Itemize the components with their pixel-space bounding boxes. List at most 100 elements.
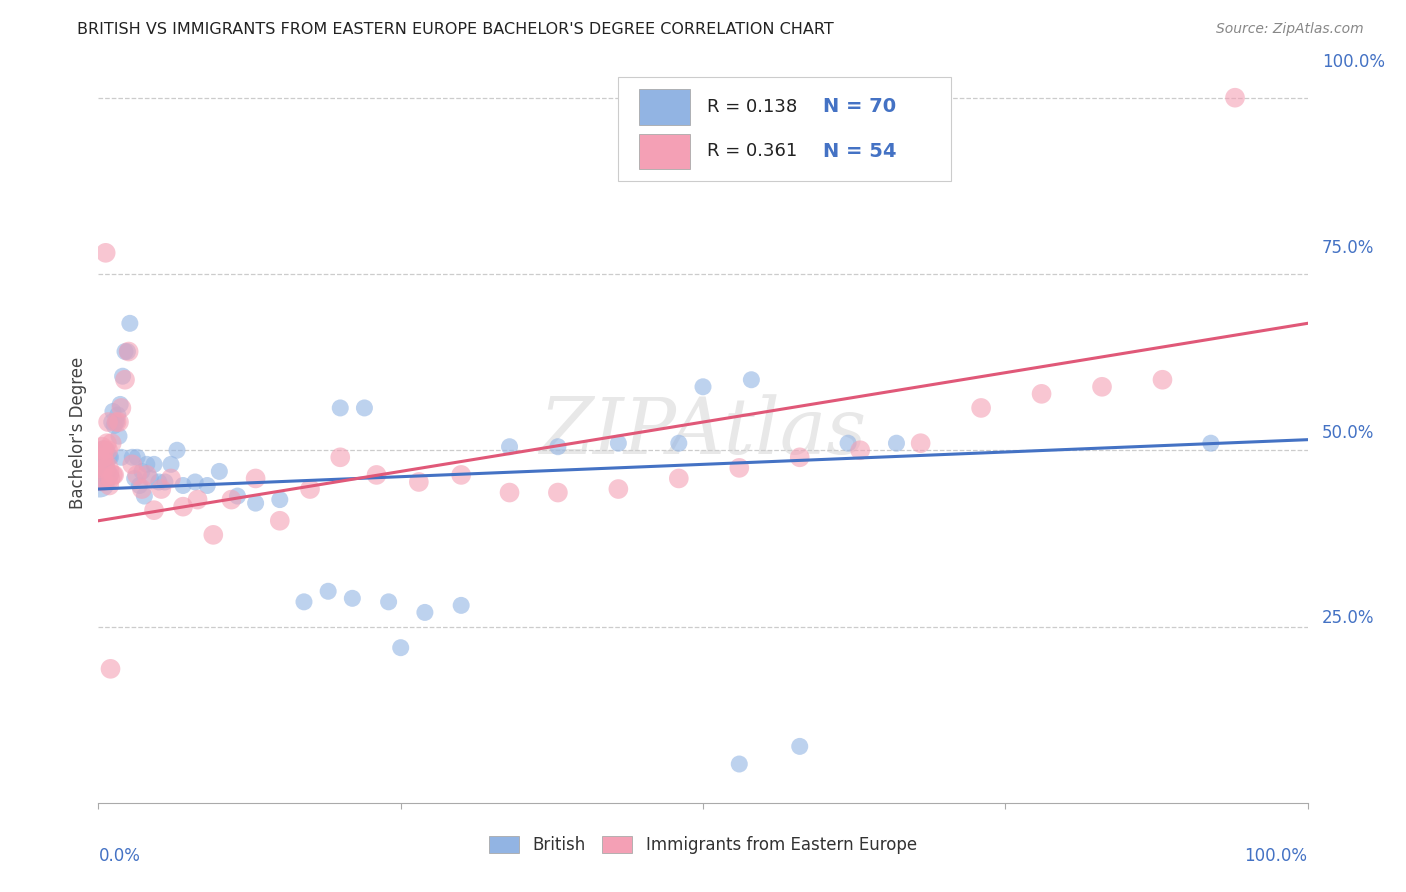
Text: 25.0%: 25.0% [1322, 608, 1375, 627]
Point [148, 475, 170, 489]
Point [103, 467, 125, 482]
Point [100, 436, 122, 450]
Point [98, 450, 121, 465]
Text: 50.0%: 50.0% [1322, 424, 1375, 442]
Point [100, 471, 122, 485]
Point [111, 369, 134, 384]
Point [94, 475, 117, 489]
Point [150, 482, 173, 496]
Point [1199, 436, 1222, 450]
Point [91, 475, 114, 489]
Point [135, 467, 157, 482]
Point [131, 464, 153, 478]
Point [131, 482, 153, 496]
Point [94, 461, 117, 475]
Point [117, 344, 139, 359]
Point [450, 467, 472, 482]
Point [160, 471, 183, 485]
Point [108, 415, 131, 429]
Text: 0.0%: 0.0% [98, 847, 141, 865]
Point [127, 450, 149, 465]
Point [128, 478, 150, 492]
Point [413, 606, 436, 620]
Point [135, 458, 157, 472]
Point [245, 471, 267, 485]
Point [105, 415, 128, 429]
Point [101, 467, 124, 482]
Point [94, 245, 117, 260]
FancyBboxPatch shape [638, 134, 690, 169]
Point [105, 415, 128, 429]
Point [728, 461, 751, 475]
Point [329, 450, 352, 465]
Point [98, 478, 121, 492]
Point [353, 401, 375, 415]
Point [342, 591, 364, 606]
Point [134, 489, 156, 503]
Point [269, 492, 291, 507]
Point [389, 640, 412, 655]
Point [292, 595, 315, 609]
Point [100, 415, 122, 429]
Point [90, 471, 112, 485]
Point [226, 489, 249, 503]
Point [97, 415, 120, 429]
Point [143, 458, 166, 472]
Text: ZIPAtlas: ZIPAtlas [540, 394, 866, 471]
Point [101, 404, 124, 418]
Point [1223, 91, 1246, 105]
Point [100, 467, 122, 482]
Point [728, 757, 751, 772]
Point [121, 450, 143, 465]
Point [97, 443, 120, 458]
Point [139, 471, 162, 485]
Text: Source: ZipAtlas.com: Source: ZipAtlas.com [1216, 22, 1364, 37]
Point [1031, 387, 1053, 401]
Point [450, 599, 472, 613]
Point [269, 514, 291, 528]
Point [96, 443, 118, 458]
Text: R = 0.138: R = 0.138 [707, 98, 797, 116]
Point [160, 458, 183, 472]
Point [91, 450, 114, 465]
Point [607, 482, 630, 496]
Point [668, 471, 690, 485]
Point [668, 436, 690, 450]
Point [377, 595, 399, 609]
Point [547, 440, 569, 454]
Point [94, 461, 117, 475]
Point [108, 429, 131, 443]
Point [245, 496, 267, 510]
Point [607, 436, 630, 450]
Point [118, 344, 141, 359]
Text: N = 70: N = 70 [823, 97, 896, 116]
Text: 100.0%: 100.0% [1244, 847, 1308, 865]
Point [110, 450, 132, 465]
Point [93, 458, 115, 472]
Point [184, 475, 207, 489]
Point [103, 418, 125, 433]
Point [316, 584, 339, 599]
Point [97, 464, 120, 478]
Point [100, 450, 122, 465]
Point [127, 467, 149, 482]
Text: BRITISH VS IMMIGRANTS FROM EASTERN EUROPE BACHELOR'S DEGREE CORRELATION CHART: BRITISH VS IMMIGRANTS FROM EASTERN EUROP… [77, 22, 834, 37]
Point [114, 373, 136, 387]
Point [195, 478, 218, 492]
Point [837, 436, 859, 450]
Point [143, 503, 166, 517]
Point [89, 475, 111, 489]
Point [740, 373, 762, 387]
Y-axis label: Bachelor's Degree: Bachelor's Degree [69, 357, 87, 508]
Point [91, 450, 114, 465]
Point [118, 316, 141, 330]
Legend: British, Immigrants from Eastern Europe: British, Immigrants from Eastern Europe [482, 830, 924, 861]
Point [910, 436, 932, 450]
Point [498, 485, 520, 500]
Point [114, 344, 136, 359]
Point [90, 467, 112, 482]
Point [849, 443, 872, 458]
Point [172, 478, 194, 492]
Point [187, 492, 209, 507]
Point [166, 443, 188, 458]
